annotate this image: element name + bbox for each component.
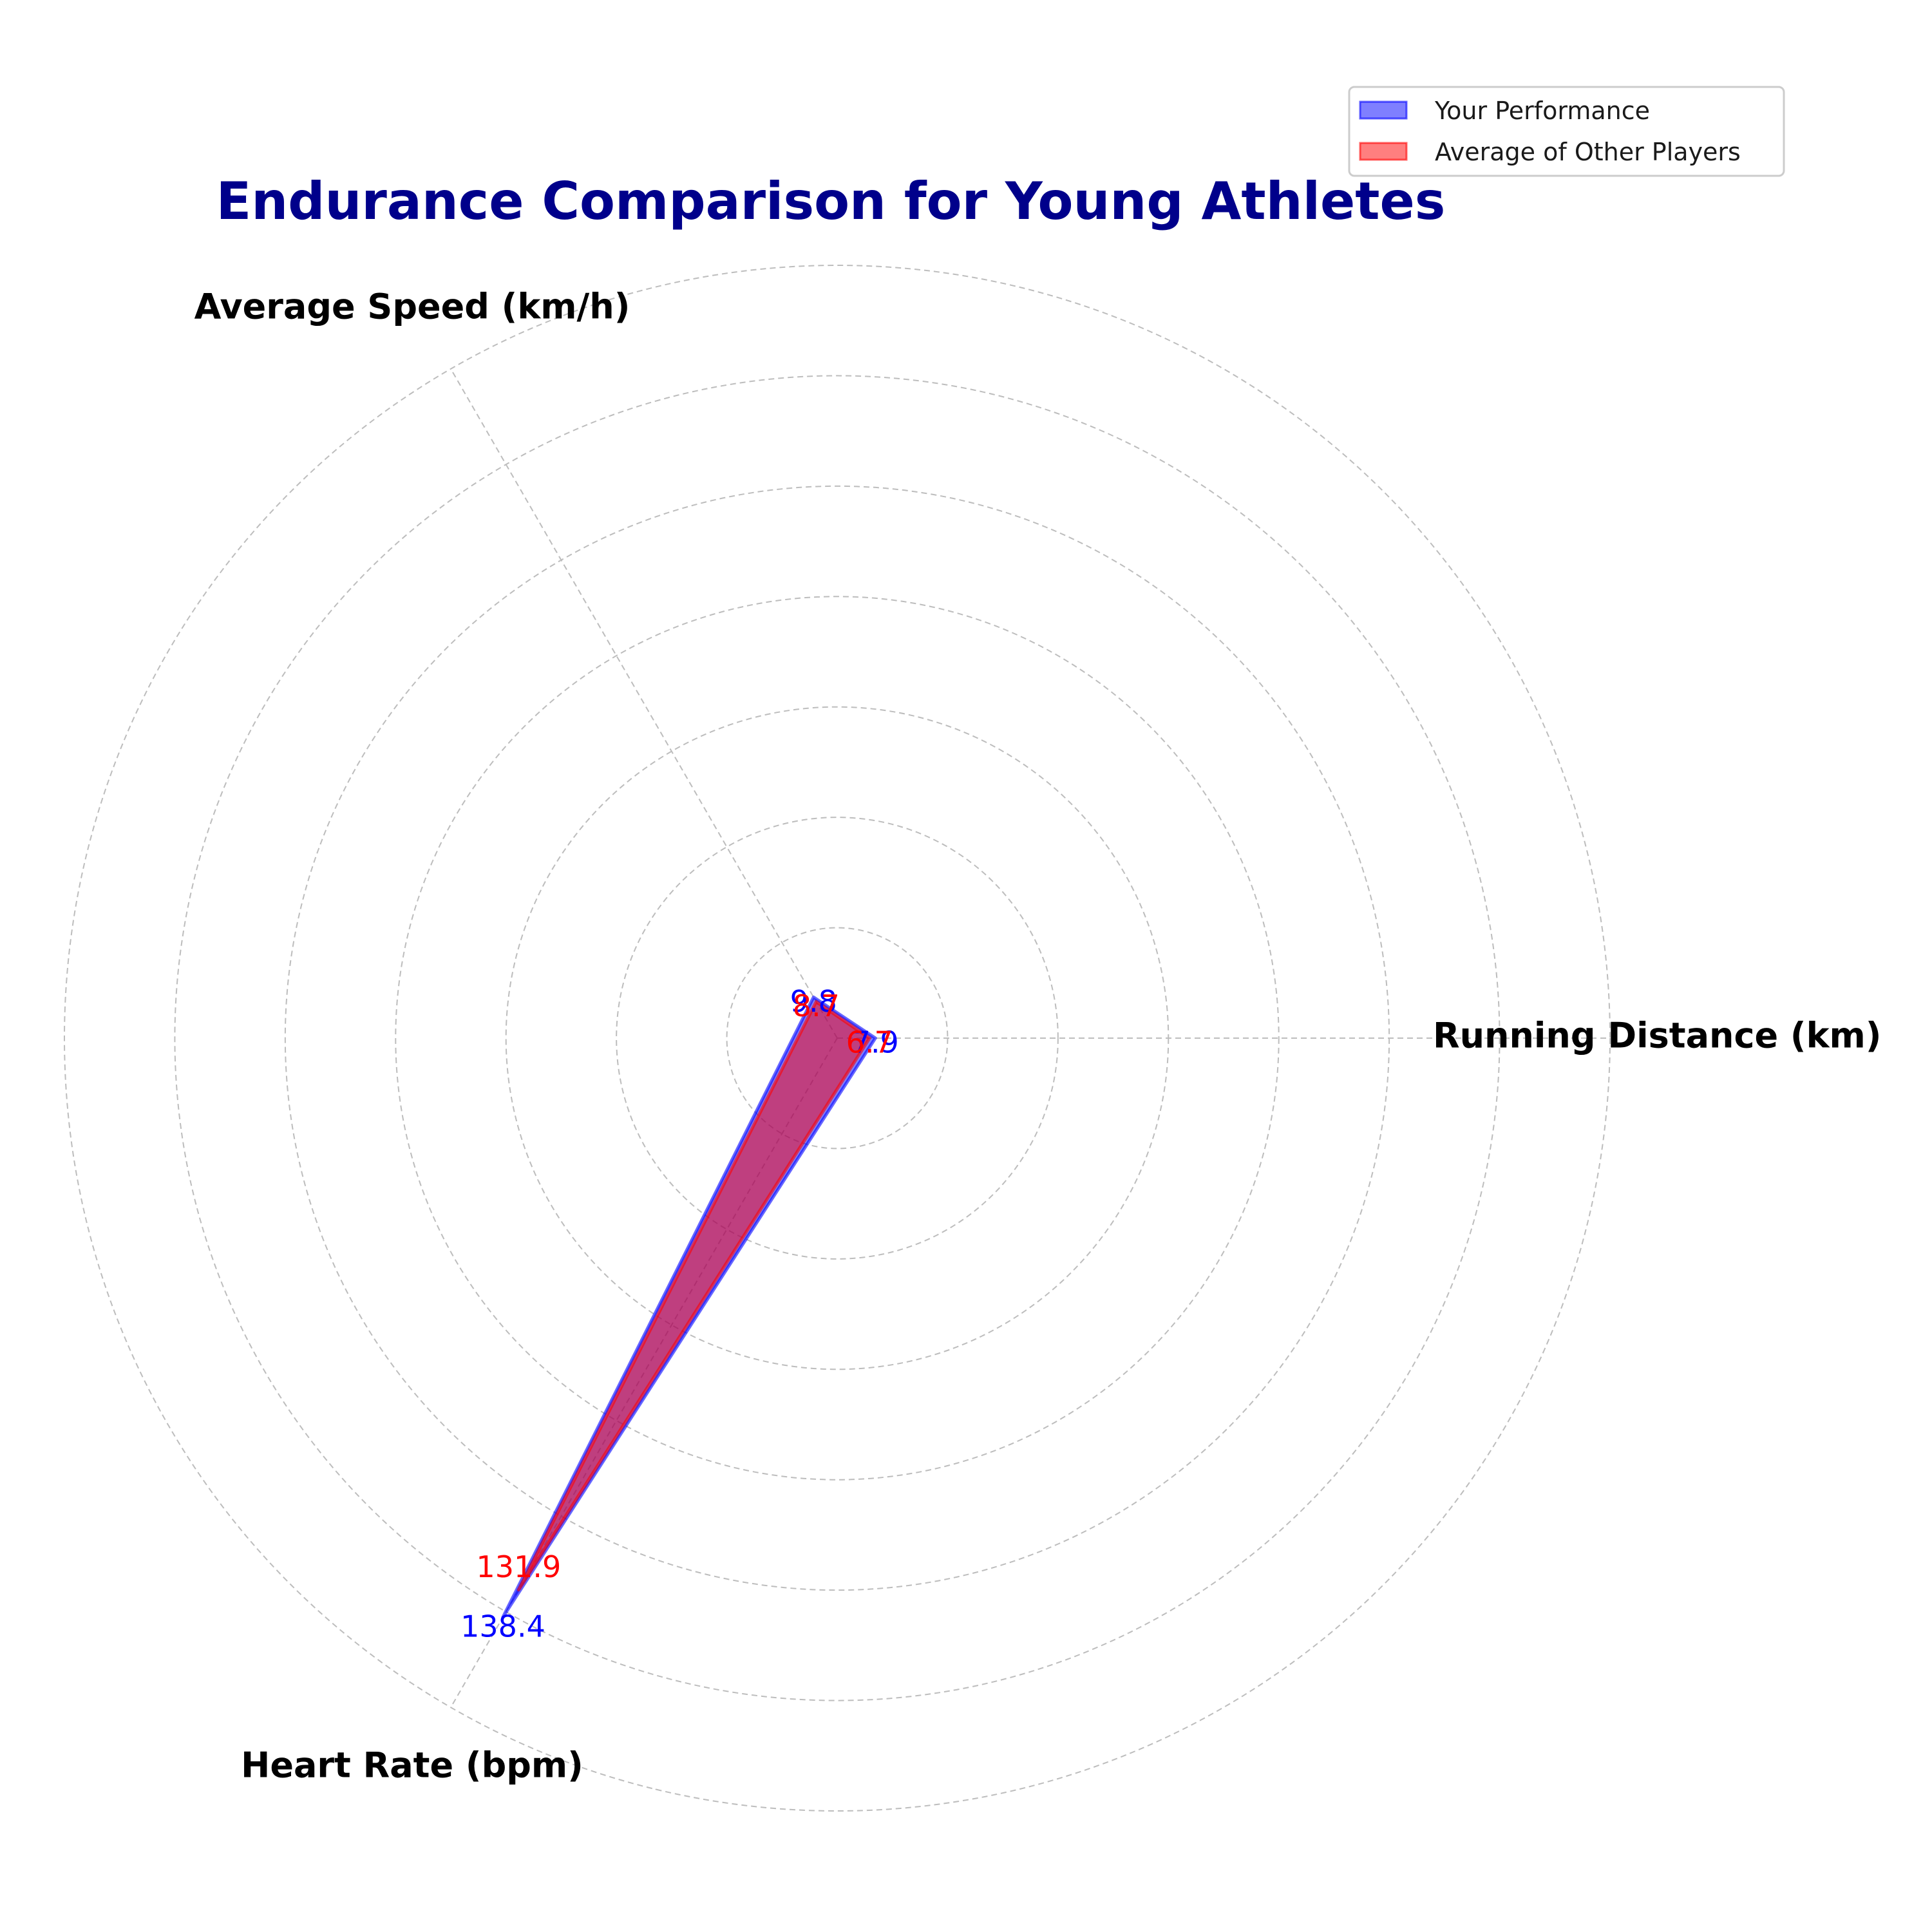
grid-ring [616,817,1059,1260]
value-labels: 7.9 9.8 138.4 6.78.7 131.9 [460,984,899,1644]
legend-box [1348,86,1785,177]
legend: Your Performance Average of Other Player… [1348,86,1785,177]
grid-spoke [450,368,838,1039]
legend-swatch-average-of-other-players [1359,142,1408,161]
series-average-of-other-players [516,999,871,1592]
legend-label-your-performance: Your Performance [1434,97,1650,125]
grid-ring [64,265,1611,1812]
axis-label: Heart Rate (bpm) [241,1745,583,1786]
value-label: 7.9 [852,1025,899,1060]
axis-label: Average Speed (km/h) [194,287,630,327]
value-label: 8.7 [793,989,840,1023]
axis-labels: Running Distance (km) Average Speed (km/h… [194,287,1882,1786]
legend-label-average-of-other-players: Average of Other Players [1435,138,1741,166]
grid-ring [395,596,1280,1481]
chart-title: Endurance Comparison for Young Athletes [216,171,1446,231]
value-label: 138.4 [460,1609,545,1643]
legend-swatch-your-performance [1359,100,1408,120]
axis-label: Running Distance (km) [1433,1016,1881,1056]
value-label: 6.7 [846,1025,893,1060]
value-label: 131.9 [477,1549,562,1584]
radar-series [501,995,877,1619]
value-label: 9.8 [790,984,837,1019]
